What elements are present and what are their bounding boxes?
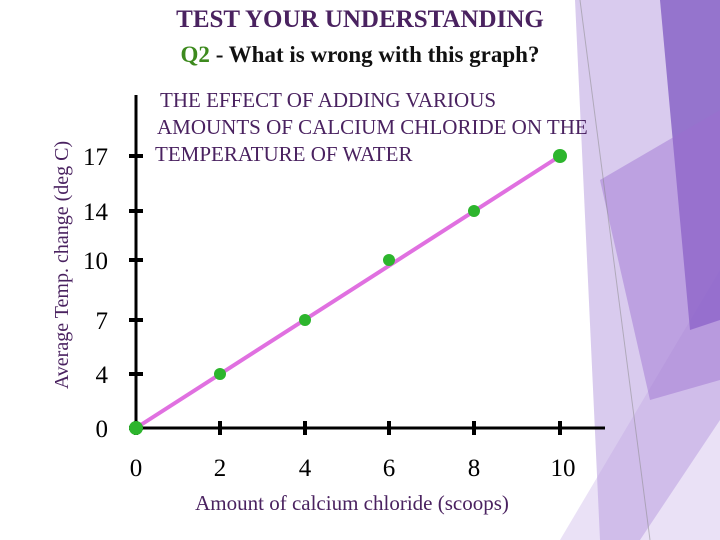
chart-title-line-1: THE EFFECT OF ADDING VARIOUS xyxy=(160,88,496,112)
x-tick-label-2: 2 xyxy=(214,455,227,482)
question-text: Q2 - What is wrong with this graph? xyxy=(0,42,720,68)
x-axis-label: Amount of calcium chloride (scoops) xyxy=(195,491,509,515)
data-points xyxy=(129,149,567,435)
y-tick-label-14: 14 xyxy=(83,199,109,226)
x-tick-label-6: 6 xyxy=(383,455,396,482)
y-tick-label-7: 7 xyxy=(96,308,109,335)
question-number: Q2 xyxy=(180,42,210,67)
chart-title-line-3: TEMPERATURE OF WATER xyxy=(155,142,412,166)
x-tick-label-10: 10 xyxy=(551,455,576,482)
y-tick-label-10: 10 xyxy=(83,248,108,275)
data-point-5 xyxy=(468,205,480,217)
data-point-1 xyxy=(129,421,143,435)
question-prompt: - What is wrong with this graph? xyxy=(209,42,540,67)
y-tick-label-4: 4 xyxy=(96,362,109,389)
chart-title-line-2: AMOUNTS OF CALCIUM CHLORIDE ON THE xyxy=(157,115,588,139)
decor-shape-dark xyxy=(660,0,720,330)
decor-shape-accent xyxy=(600,110,720,400)
ticks: 0 2 4 6 8 10 0 4 7 10 14 17 xyxy=(83,144,576,482)
x-tick-label-0: 0 xyxy=(130,455,143,482)
chart-title: THE EFFECT OF ADDING VARIOUS AMOUNTS OF C… xyxy=(155,88,588,166)
y-axis-label: Average Temp. change (deg C) xyxy=(51,141,73,389)
data-point-4 xyxy=(383,254,395,266)
data-point-6 xyxy=(553,149,567,163)
decor-line xyxy=(579,0,651,540)
y-tick-label-0: 0 xyxy=(96,416,109,443)
y-tick-label-17: 17 xyxy=(83,144,108,171)
x-tick-label-8: 8 xyxy=(468,455,481,482)
trend-line xyxy=(134,154,562,430)
data-point-3 xyxy=(299,314,311,326)
data-point-2 xyxy=(214,368,226,380)
x-tick-label-4: 4 xyxy=(299,455,312,482)
trend-line-group xyxy=(134,154,562,430)
slide-heading: TEST YOUR UNDERSTANDING xyxy=(176,6,544,33)
